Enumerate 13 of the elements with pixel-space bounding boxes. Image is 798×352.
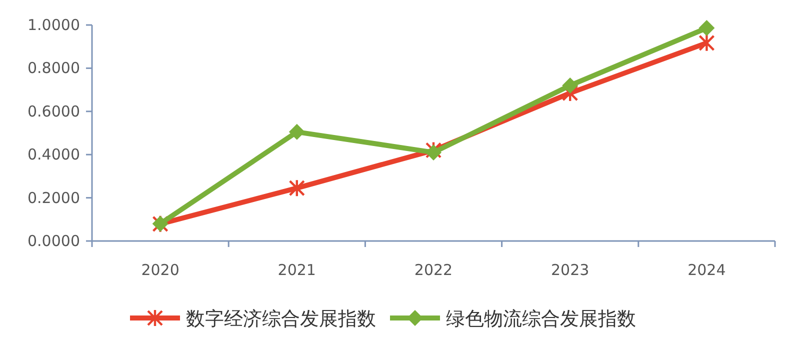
x-tick-label: 2021 bbox=[278, 261, 316, 279]
y-tick-label: 0.4000 bbox=[28, 146, 80, 164]
x-tick-label: 2022 bbox=[414, 261, 453, 279]
y-tick-label: 1.0000 bbox=[28, 16, 80, 34]
x-tick-label: 2024 bbox=[688, 261, 726, 279]
y-tick-label: 0.6000 bbox=[28, 102, 80, 120]
legend-label: 绿色物流综合发展指数 bbox=[446, 308, 636, 330]
y-tick-label: 0.2000 bbox=[28, 188, 80, 207]
x-tick-label: 2020 bbox=[141, 261, 180, 279]
y-tick-label: 0.8000 bbox=[28, 59, 80, 78]
legend-label: 数字经济综合发展指数 bbox=[186, 308, 376, 330]
x-tick-label: 2023 bbox=[551, 261, 590, 279]
y-tick-label: 0.0000 bbox=[28, 232, 80, 250]
